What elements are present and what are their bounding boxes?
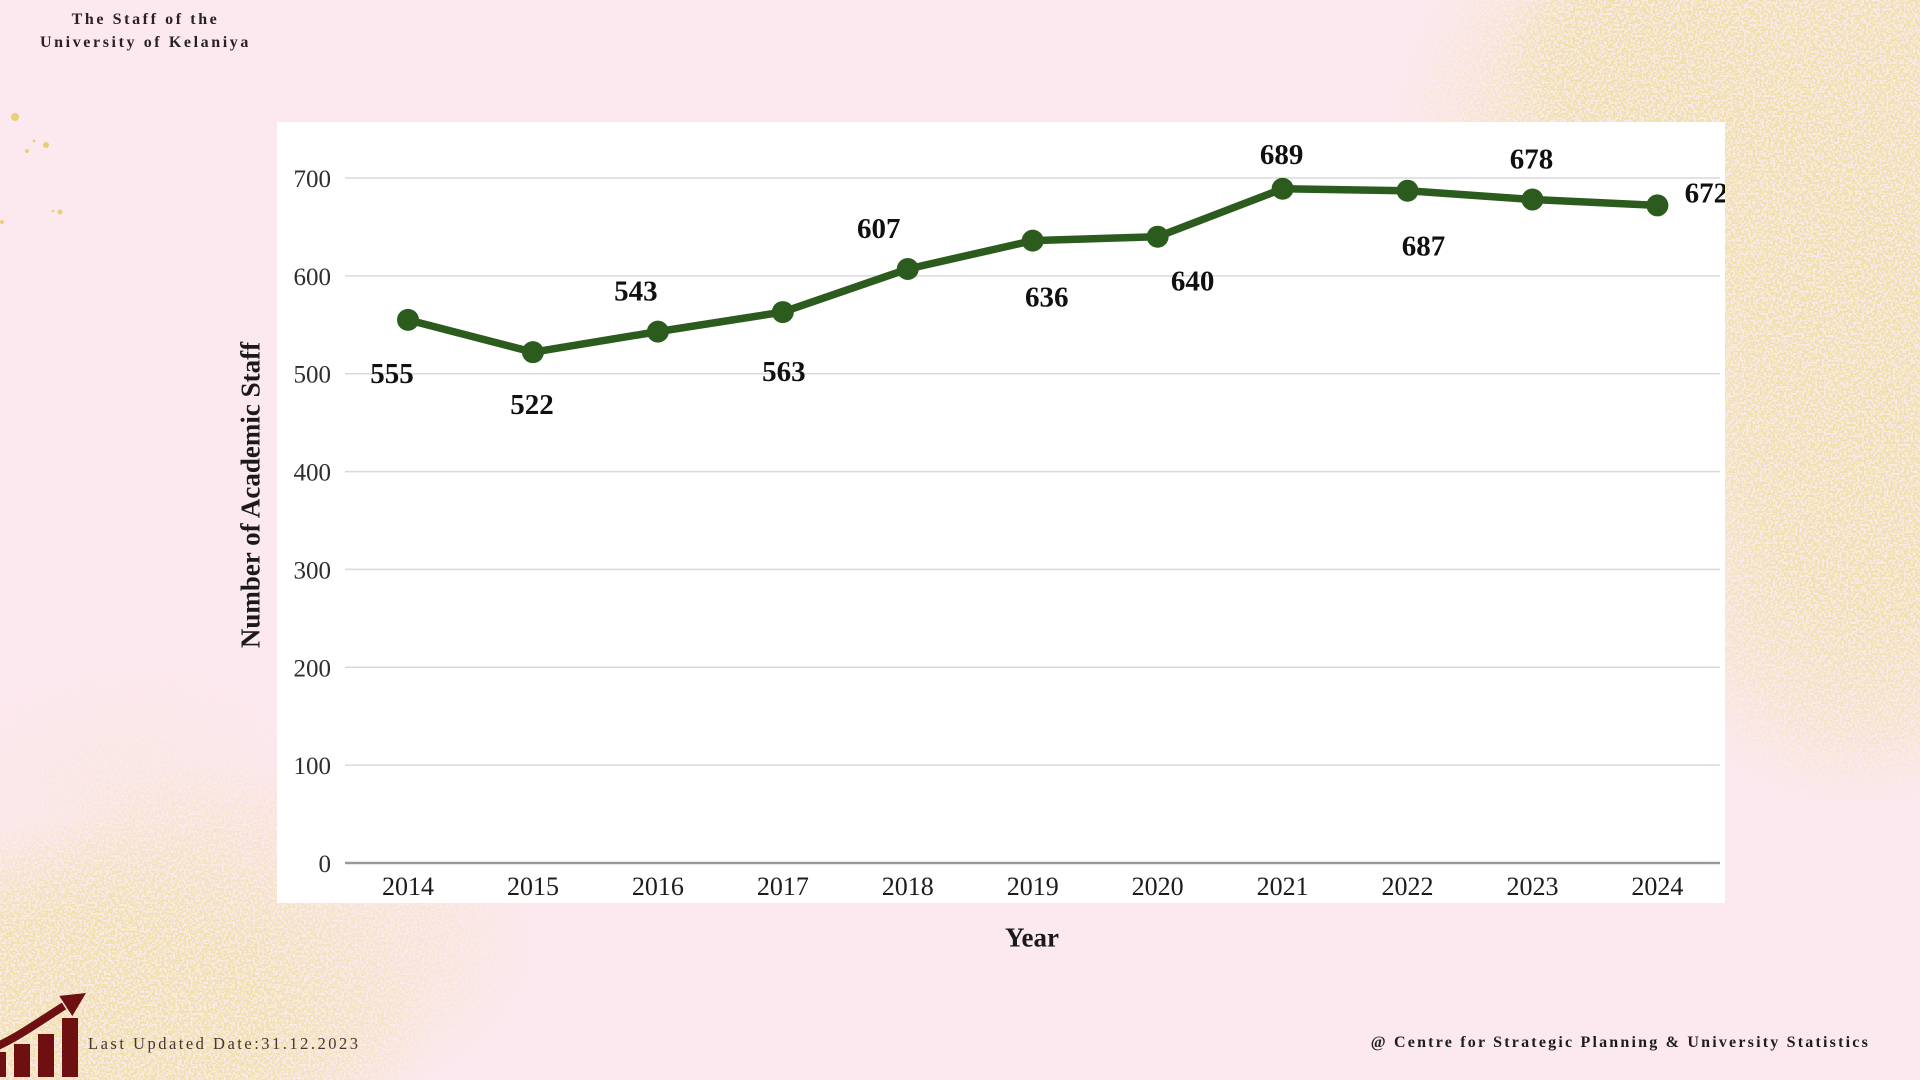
bar-chart-bars [0,1018,78,1077]
y-tick-500: 500 [294,362,332,389]
data-label-2022: 687 [1402,231,1446,263]
data-point-2024 [1646,194,1669,217]
gold-dots-top-left [0,113,63,224]
credit-text: @ Centre for Strategic Planning & Univer… [1370,1034,1870,1051]
data-point-2015 [521,341,544,364]
x-tick-2021: 2021 [1257,872,1309,901]
y-tick-100: 100 [294,753,332,780]
page-title-line2: University of Kelaniya [40,34,251,51]
y-axis-title: Number of Academic Staff [235,341,266,649]
series-line [404,185,1662,356]
data-label-2014: 555 [370,358,414,390]
data-label-2024: 672 [1685,177,1725,209]
x-tick-2018: 2018 [882,872,934,901]
x-tick-2016: 2016 [632,872,684,901]
x-tick-2014: 2014 [382,872,434,901]
x-tick-2022: 2022 [1382,872,1434,901]
growth-trend-icon [0,993,86,1077]
x-tick-2019: 2019 [1007,872,1059,901]
y-tick-400: 400 [294,460,332,487]
y-tick-0: 0 [319,851,332,878]
last-updated-text: Last Updated Date:31.12.2023 [88,1034,361,1053]
staff-line-chart: 0 100 200 300 400 500 600 700 555 2014 522 2015 543 2… [294,139,1726,901]
data-point-2018 [896,258,919,281]
trend-arrow-curve [0,1002,67,1050]
x-tick-2023: 2023 [1506,872,1558,901]
data-label-2021: 689 [1260,139,1304,171]
x-tick-2024: 2024 [1631,872,1683,901]
x-tick-2020: 2020 [1132,872,1184,901]
x-tick-2017: 2017 [757,872,809,901]
data-label-2016: 543 [614,276,658,308]
y-tick-600: 600 [294,264,332,291]
page-title: The Staff of the University of Kelaniya [40,8,251,54]
trend-arrow-head [59,993,86,1017]
chart-panel: 0 100 200 300 400 500 600 700 555 2014 522 2015 543 2… [277,122,1725,903]
y-tick-700: 700 [294,166,332,193]
data-point-2023 [1521,188,1544,211]
data-point-2022 [1396,179,1419,202]
data-point-2016 [646,320,669,343]
data-point-2020 [1146,225,1169,248]
data-label-2019: 636 [1025,282,1069,314]
y-tick-300: 300 [294,557,332,584]
data-point-2019 [1021,229,1044,252]
page-title-line1: The Staff of the [71,11,220,28]
data-point-2021 [1271,177,1294,200]
x-axis-title: Year [1005,922,1059,953]
x-tick-2015: 2015 [507,872,559,901]
data-label-2017: 563 [762,356,806,388]
data-point-2014 [397,308,419,331]
data-label-2023: 678 [1510,144,1554,176]
y-tick-200: 200 [294,655,332,682]
data-label-2020: 640 [1171,266,1215,298]
data-label-2015: 522 [510,389,554,421]
data-label-2018: 607 [857,213,901,245]
data-point-2017 [771,301,794,324]
